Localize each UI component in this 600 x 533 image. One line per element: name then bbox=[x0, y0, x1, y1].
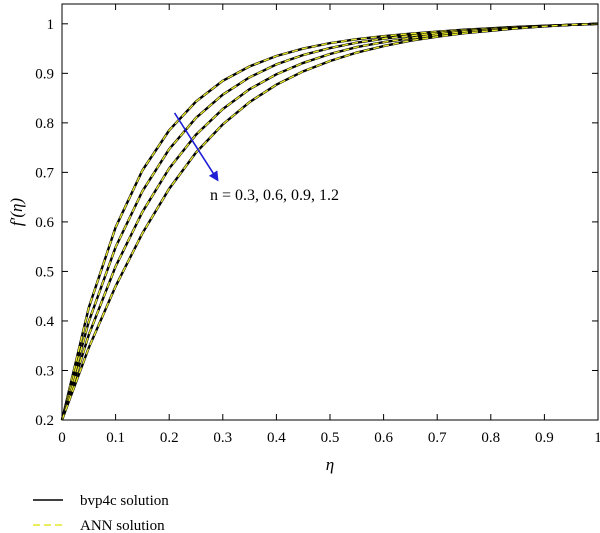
legend: bvp4c solution ANN solution bbox=[33, 493, 169, 533]
series-line-3-bvp4c bbox=[60, 22, 599, 421]
y-tick-label: 0.2 bbox=[35, 413, 54, 429]
plot-curves bbox=[60, 22, 599, 421]
series-line-3-ann bbox=[61, 23, 599, 421]
axis-tick-labels: 0 0.1 0.2 0.3 0.4 0.5 0.6 0.7 0.8 0.9 1 0.2 0.3 0.4 0.… bbox=[35, 17, 600, 446]
x-tick-label: 1 bbox=[594, 430, 600, 446]
y-axis-label: f′(η) bbox=[7, 198, 26, 227]
x-tick-label: 0.6 bbox=[374, 430, 393, 446]
x-tick-label: 0.9 bbox=[535, 430, 554, 446]
annotation-arrow bbox=[173, 112, 219, 182]
y-tick-label: 0.8 bbox=[35, 116, 54, 132]
series-line-2-bvp4c bbox=[60, 22, 599, 421]
series-line-1-bvp4c bbox=[60, 22, 599, 421]
y-tick-label: 0.7 bbox=[35, 165, 54, 181]
series-line-0-bvp4c bbox=[60, 22, 599, 421]
y-tick-label: 0.3 bbox=[35, 363, 54, 379]
x-tick-label: 0.1 bbox=[106, 430, 125, 446]
axis-ticks bbox=[61, 4, 599, 421]
legend-label-ann: ANN solution bbox=[80, 518, 165, 533]
x-tick-label: 0 bbox=[58, 430, 66, 446]
series-line-0-ann bbox=[61, 23, 599, 421]
x-tick-label: 0.8 bbox=[481, 430, 500, 446]
legend-label-bvp4c: bvp4c solution bbox=[80, 493, 169, 509]
annotation-label: n = 0.3, 0.6, 0.9, 1.2 bbox=[210, 187, 339, 204]
x-tick-label: 0.2 bbox=[160, 430, 179, 446]
y-tick-label: 0.6 bbox=[35, 215, 54, 231]
x-tick-label: 0.7 bbox=[428, 430, 447, 446]
y-tick-label: 1 bbox=[47, 17, 55, 33]
x-tick-label: 0.4 bbox=[267, 430, 286, 446]
y-tick-label: 0.9 bbox=[35, 66, 54, 82]
x-tick-label: 0.3 bbox=[213, 430, 232, 446]
y-tick-label: 0.4 bbox=[35, 314, 54, 330]
x-axis-label: η bbox=[326, 455, 334, 474]
x-tick-label: 0.5 bbox=[321, 430, 340, 446]
series-line-2-ann bbox=[61, 23, 599, 421]
series-line-1-ann bbox=[61, 23, 599, 421]
y-tick-label: 0.5 bbox=[35, 264, 54, 280]
